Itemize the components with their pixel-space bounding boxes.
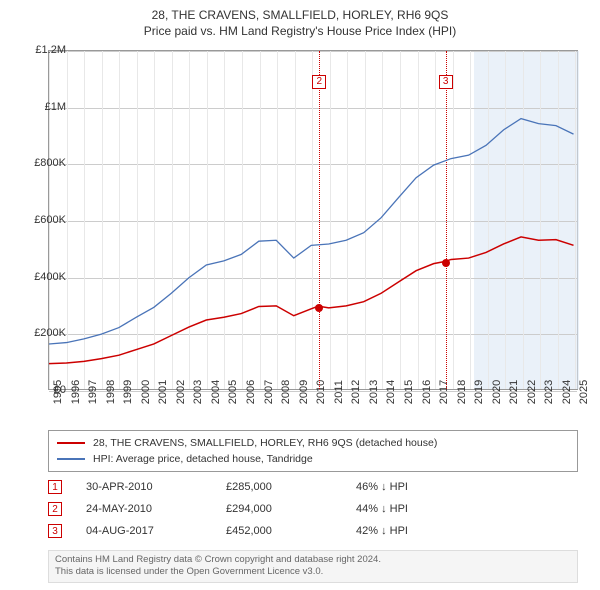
marker-label-3: 3: [439, 75, 453, 89]
transaction-date: 04-AUG-2017: [86, 525, 226, 537]
legend-swatch-property: [57, 442, 85, 444]
series-line-property: [49, 237, 574, 364]
xtick-label: 2025: [578, 380, 590, 404]
chart-container: 28, THE CRAVENS, SMALLFIELD, HORLEY, RH6…: [0, 0, 600, 590]
legend-swatch-hpi: [57, 458, 85, 460]
footer-line2: This data is licensed under the Open Gov…: [55, 566, 571, 578]
chart-subtitle: Price paid vs. HM Land Registry's House …: [0, 24, 600, 38]
transaction-date: 24-MAY-2010: [86, 503, 226, 515]
footer-line1: Contains HM Land Registry data © Crown c…: [55, 554, 571, 566]
transaction-row: 2 24-MAY-2010£294,00044% ↓ HPI: [48, 498, 578, 520]
chart-lines-svg: [49, 51, 577, 389]
transaction-pct-vs-hpi: 44% ↓ HPI: [356, 503, 456, 515]
legend-row-hpi: HPI: Average price, detached house, Tand…: [57, 451, 569, 467]
marker-label-2: 2: [312, 75, 326, 89]
transaction-marker-icon: 3: [48, 524, 62, 538]
transaction-marker-icon: 2: [48, 502, 62, 516]
chart-title-block: 28, THE CRAVENS, SMALLFIELD, HORLEY, RH6…: [0, 0, 600, 38]
legend-box: 28, THE CRAVENS, SMALLFIELD, HORLEY, RH6…: [48, 430, 578, 472]
transaction-price: £452,000: [226, 525, 356, 537]
transaction-row: 1 30-APR-2010£285,00046% ↓ HPI: [48, 476, 578, 498]
transaction-marker-icon: 1: [48, 480, 62, 494]
transaction-table: 1 30-APR-2010£285,00046% ↓ HPI 2 24-MAY-201…: [48, 476, 578, 542]
transaction-price: £294,000: [226, 503, 356, 515]
plot-area: 23: [48, 50, 578, 390]
chart-title-address: 28, THE CRAVENS, SMALLFIELD, HORLEY, RH6…: [0, 8, 600, 22]
marker-dot-2: [315, 304, 323, 312]
series-line-hpi: [49, 119, 574, 344]
transaction-row: 3 04-AUG-2017£452,00042% ↓ HPI: [48, 520, 578, 542]
transaction-price: £285,000: [226, 481, 356, 493]
footer-attribution: Contains HM Land Registry data © Crown c…: [48, 550, 578, 583]
transaction-date: 30-APR-2010: [86, 481, 226, 493]
legend-label-property: 28, THE CRAVENS, SMALLFIELD, HORLEY, RH6…: [93, 437, 437, 449]
legend-row-property: 28, THE CRAVENS, SMALLFIELD, HORLEY, RH6…: [57, 435, 569, 451]
legend-label-hpi: HPI: Average price, detached house, Tand…: [93, 453, 313, 465]
transaction-pct-vs-hpi: 46% ↓ HPI: [356, 481, 456, 493]
transaction-pct-vs-hpi: 42% ↓ HPI: [356, 525, 456, 537]
marker-dot-3: [442, 259, 450, 267]
